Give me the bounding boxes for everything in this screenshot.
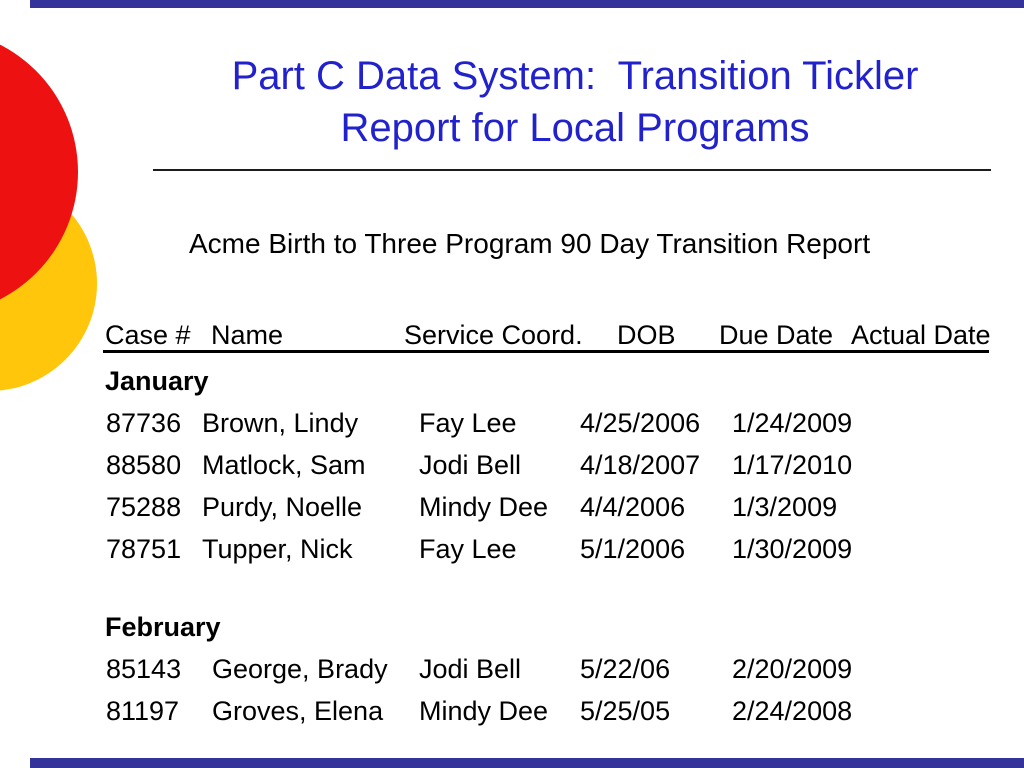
slide-title-line-2: Report for Local Programs — [340, 106, 810, 150]
title-divider-line — [153, 169, 991, 171]
dob-cell: 5/1/2006 — [580, 534, 686, 564]
dob-cell: 4/18/2007 — [580, 450, 701, 480]
case-number-cell: 75288 — [106, 492, 182, 522]
header-actual-date: Actual Date — [851, 320, 991, 350]
slide-title: Part C Data System: Transition Tickler R… — [135, 50, 1015, 154]
top-border-bar — [30, 0, 1024, 8]
due-date-cell: 1/30/2009 — [732, 534, 853, 564]
child-name-cell: Tupper, Nick — [202, 534, 353, 564]
due-date-cell: 1/17/2010 — [732, 450, 853, 480]
case-number-cell: 87736 — [106, 408, 182, 438]
header-name: Name — [211, 320, 284, 350]
child-name-cell: George, Brady — [212, 654, 388, 684]
dob-cell: 5/25/05 — [580, 696, 671, 726]
slide-title-line-1: Part C Data System: Transition Tickler — [231, 54, 919, 98]
table-body: January 87736 Brown, Lindy Fay Lee 4/25/2006… — [103, 366, 989, 726]
due-date-cell: 2/24/2008 — [732, 696, 853, 726]
month-group-label: January — [105, 366, 209, 396]
report-row: 75288 Purdy, Noelle Mindy Dee 4/4/2006 1/3/2… — [103, 492, 989, 522]
service-coordinator-cell: Mindy Dee — [419, 492, 549, 522]
bottom-border-bar — [30, 758, 1024, 768]
child-name-cell: Brown, Lindy — [202, 408, 359, 438]
header-due-date: Due Date — [719, 320, 834, 350]
case-number-cell: 78751 — [106, 534, 182, 564]
case-number-cell: 81197 — [106, 696, 180, 726]
dob-cell: 4/25/2006 — [580, 408, 701, 438]
report-row: 85143 George, Brady Jodi Bell 5/22/06 2/20/2… — [103, 654, 989, 684]
due-date-cell: 1/3/2009 — [732, 492, 838, 522]
service-coordinator-cell: Fay Lee — [419, 534, 517, 564]
service-coordinator-cell: Fay Lee — [419, 408, 517, 438]
report-table: Case # Name Service Coord. DOB Due Date … — [103, 320, 991, 726]
report-row: 81197 Groves, Elena Mindy Dee 5/25/05 2/24/2… — [103, 696, 989, 726]
month-group-label: February — [105, 612, 221, 642]
report-row: 87736 Brown, Lindy Fay Lee 4/25/2006 1/24/20… — [103, 408, 989, 438]
report-row: 78751 Tupper, Nick Fay Lee 5/1/2006 1/30/200… — [103, 534, 989, 564]
child-name-cell: Matlock, Sam — [202, 450, 366, 480]
table-header-row: Case # Name Service Coord. DOB Due Date … — [103, 320, 991, 353]
case-number-cell: 85143 — [106, 654, 182, 684]
dob-cell: 5/22/06 — [580, 654, 671, 684]
header-dob: DOB — [617, 320, 676, 350]
child-name-cell: Groves, Elena — [212, 696, 384, 726]
dob-cell: 4/4/2006 — [580, 492, 686, 522]
due-date-cell: 2/20/2009 — [732, 654, 853, 684]
child-name-cell: Purdy, Noelle — [202, 492, 363, 522]
report-subtitle: Acme Birth to Three Program 90 Day Trans… — [189, 228, 871, 259]
service-coordinator-cell: Jodi Bell — [419, 654, 522, 684]
header-service-coordinator: Service Coord. — [404, 320, 583, 350]
due-date-cell: 1/24/2009 — [732, 408, 853, 438]
service-coordinator-cell: Jodi Bell — [419, 450, 522, 480]
header-case-number: Case # — [105, 320, 191, 350]
service-coordinator-cell: Mindy Dee — [419, 696, 549, 726]
report-row: 88580 Matlock, Sam Jodi Bell 4/18/2007 1/17/… — [103, 450, 989, 480]
case-number-cell: 88580 — [106, 450, 182, 480]
